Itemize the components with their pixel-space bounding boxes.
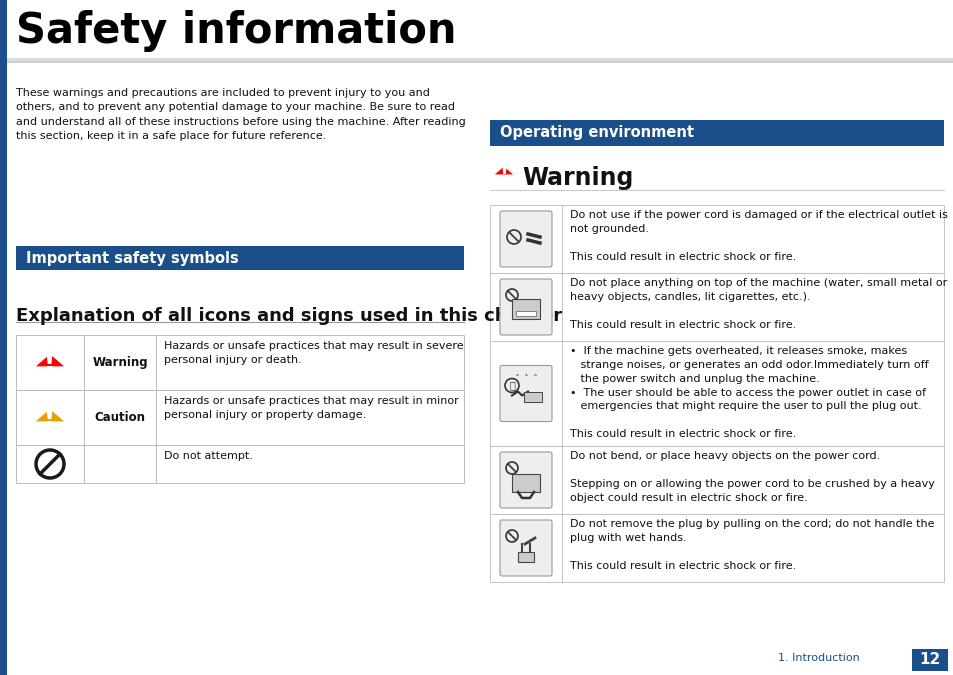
Bar <box>16 390 463 445</box>
Text: ˆ: ˆ <box>514 375 518 385</box>
Text: 1. Introduction: 1. Introduction <box>778 653 859 663</box>
Text: Do not bend, or place heavy objects on the power cord.

Stepping on or allowing : Do not bend, or place heavy objects on t… <box>569 451 934 502</box>
Text: !: ! <box>44 348 56 377</box>
Bar <box>523 392 541 402</box>
Bar <box>16 445 463 483</box>
Text: Do not attempt.: Do not attempt. <box>164 451 253 461</box>
Bar <box>517 552 534 562</box>
Text: Important safety symbols: Important safety symbols <box>26 250 238 265</box>
Bar <box>490 341 943 446</box>
Bar <box>911 649 947 671</box>
Text: ⏻: ⏻ <box>509 381 515 391</box>
Bar <box>490 514 943 582</box>
FancyBboxPatch shape <box>499 365 552 421</box>
Text: !: ! <box>44 404 56 431</box>
Text: Hazards or unsafe practices that may result in severe
personal injury or death.: Hazards or unsafe practices that may res… <box>164 341 463 364</box>
Bar <box>512 299 539 319</box>
Text: Safety information: Safety information <box>16 10 456 52</box>
Bar <box>0 0 7 675</box>
Text: ˆ: ˆ <box>523 375 528 385</box>
Bar <box>16 335 463 390</box>
Polygon shape <box>34 408 66 422</box>
Bar <box>490 120 943 146</box>
Text: Operating environment: Operating environment <box>499 126 693 140</box>
Text: Warning: Warning <box>92 356 148 369</box>
Text: Hazards or unsafe practices that may result in minor
personal injury or property: Hazards or unsafe practices that may res… <box>164 396 458 420</box>
Bar <box>512 474 539 492</box>
Text: Explanation of all icons and signs used in this chapter: Explanation of all icons and signs used … <box>16 307 561 325</box>
FancyBboxPatch shape <box>499 452 552 508</box>
Text: Do not remove the plug by pulling on the cord; do not handle the
plug with wet h: Do not remove the plug by pulling on the… <box>569 519 934 570</box>
Bar <box>490 446 943 514</box>
Bar <box>490 273 943 341</box>
Bar <box>16 246 463 270</box>
Text: ˆ: ˆ <box>532 375 537 385</box>
Text: !: ! <box>499 163 508 182</box>
Polygon shape <box>493 165 515 175</box>
Text: Caution: Caution <box>94 411 146 424</box>
Text: Warning: Warning <box>521 166 633 190</box>
Text: •  If the machine gets overheated, it releases smoke, makes
   strange noises, o: • If the machine gets overheated, it rel… <box>569 346 927 439</box>
Text: Do not place anything on top of the machine (water, small metal or
heavy objects: Do not place anything on top of the mach… <box>569 278 946 329</box>
Bar <box>490 205 943 273</box>
Text: Do not use if the power cord is damaged or if the electrical outlet is
not groun: Do not use if the power cord is damaged … <box>569 210 947 261</box>
FancyBboxPatch shape <box>499 279 552 335</box>
FancyBboxPatch shape <box>499 520 552 576</box>
Text: 12: 12 <box>919 653 940 668</box>
FancyBboxPatch shape <box>499 211 552 267</box>
Polygon shape <box>34 353 66 367</box>
Bar <box>516 311 536 316</box>
Text: These warnings and precautions are included to prevent injury to you and
others,: These warnings and precautions are inclu… <box>16 88 465 141</box>
